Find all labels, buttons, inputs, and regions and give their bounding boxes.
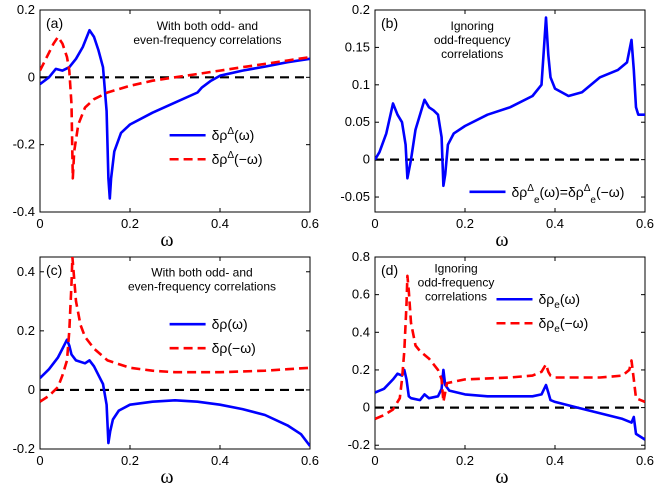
annotation-line-a: even-frequency correlations	[133, 33, 281, 47]
x-axis-label-b: ω	[495, 229, 508, 251]
panel-d: 0 0.2 0.4 0.60.80.60.40.20-0.2(d) Ignoringod…	[348, 249, 654, 486]
x-tick-label-d: 0	[371, 453, 378, 468]
y-tick-label-c: -0.2	[13, 441, 35, 456]
y-tick-label-c: 0.2	[17, 323, 35, 338]
annotation-line-b: Ignoring	[451, 19, 494, 33]
x-tick-label-c: 0.2	[121, 453, 139, 468]
panel-c: 0 0.2 0.4 0.60.40.20-0.2(c) With both odd- a…	[13, 256, 319, 486]
panel-b: 0 0.2 0.4 0.60.20.150.10.050-0.05(b) Ignorin…	[340, 2, 654, 251]
legend-label-a-1: δρΔ(−ω)	[212, 150, 263, 167]
x-axis-label-c: ω	[160, 466, 173, 486]
y-tick-label-a: -0.4	[13, 204, 35, 219]
axes-frame-b	[374, 9, 646, 213]
legend-label-d-1: δρe(−ω)	[539, 315, 589, 335]
series-line-a-0	[40, 28, 310, 200]
series-line-b-0	[375, 16, 645, 188]
y-tick-label-a: 0.2	[17, 2, 35, 17]
y-tick-label-c: 0.4	[17, 264, 35, 279]
x-tick-label-c: 0	[36, 453, 43, 468]
y-tick-label-a: -0.2	[13, 137, 35, 152]
panel-label-b: (b)	[381, 15, 398, 31]
x-tick-label-b: 0.4	[546, 216, 564, 231]
y-tick-label-b: 0.2	[352, 2, 370, 17]
y-tick-label-b: 0	[363, 152, 370, 167]
annotation-line-b: odd-frequency	[434, 33, 511, 47]
x-tick-label-c: 0.6	[301, 453, 319, 468]
panel-a: 0 0.2 0.4 0.6 0.2 0 -0.2 -0.4 (a) With both odd- …	[13, 2, 319, 251]
y-tick-label-a: 0	[28, 69, 35, 84]
x-tick-label-d: 0.2	[456, 453, 474, 468]
y-tick-label-d: -0.2	[348, 437, 370, 452]
x-tick-label-c: 0.4	[211, 453, 229, 468]
y-tick-label-b: -0.05	[340, 189, 370, 204]
y-tick-label-d: 0.8	[352, 249, 370, 264]
series-line-c-1	[40, 257, 310, 403]
x-tick-label-b: 0.2	[456, 216, 474, 231]
x-tick-label-a: 0.6	[301, 216, 319, 231]
legend-label-b-0: δρΔe(ω)=δρΔe(−ω)	[512, 183, 625, 206]
series-line-a-1	[40, 35, 310, 180]
x-tick-label-a: 0.2	[121, 216, 139, 231]
axes-frame-a	[39, 9, 311, 213]
panel-label-c: (c)	[46, 262, 62, 278]
series-line-c-0	[40, 338, 310, 447]
panel-label-d: (d)	[381, 262, 398, 278]
annotation-line-c: With both odd- and	[151, 265, 252, 279]
axes-frame-d	[374, 256, 646, 450]
y-tick-label-c: 0	[28, 382, 35, 397]
x-axis-label-a: ω	[160, 229, 173, 251]
legend-label-d-0: δρe(ω)	[539, 291, 581, 311]
y-tick-label-d: 0.4	[352, 324, 370, 339]
y-tick-label-d: 0.6	[352, 287, 370, 302]
legend-label-a-0: δρΔ(ω)	[212, 126, 255, 143]
annotation-line-b: correlations	[441, 47, 503, 61]
series-line-d-1	[375, 274, 645, 421]
y-tick-label-d: 0	[363, 400, 370, 415]
panel-label-a: (a)	[46, 15, 63, 31]
y-tick-label-b: 0.1	[352, 77, 370, 92]
series-line-d-0	[375, 368, 645, 441]
annotation-line-c: even-frequency correlations	[128, 279, 276, 293]
annotation-line-a: With both odd- and	[157, 19, 258, 33]
y-tick-label-b: 0.05	[345, 114, 370, 129]
x-tick-label-d: 0.6	[636, 453, 654, 468]
x-tick-label-a: 0.4	[211, 216, 229, 231]
legend-label-c-0: δρ(ω)	[212, 316, 248, 332]
annotation-line-d: correlations	[425, 290, 487, 304]
annotation-line-d: odd-frequency	[418, 276, 495, 290]
x-tick-label-a: 0	[36, 216, 43, 231]
y-tick-label-b: 0.15	[345, 39, 370, 54]
y-tick-label-d: 0.2	[352, 362, 370, 377]
x-axis-label-d: ω	[495, 466, 508, 486]
x-tick-label-d: 0.4	[546, 453, 564, 468]
legend-label-c-1: δρ(−ω)	[212, 340, 256, 356]
x-tick-label-b: 0	[371, 216, 378, 231]
x-tick-label-b: 0.6	[636, 216, 654, 231]
axes-frame-c	[39, 256, 311, 450]
annotation-line-d: Ignoring	[434, 262, 477, 276]
